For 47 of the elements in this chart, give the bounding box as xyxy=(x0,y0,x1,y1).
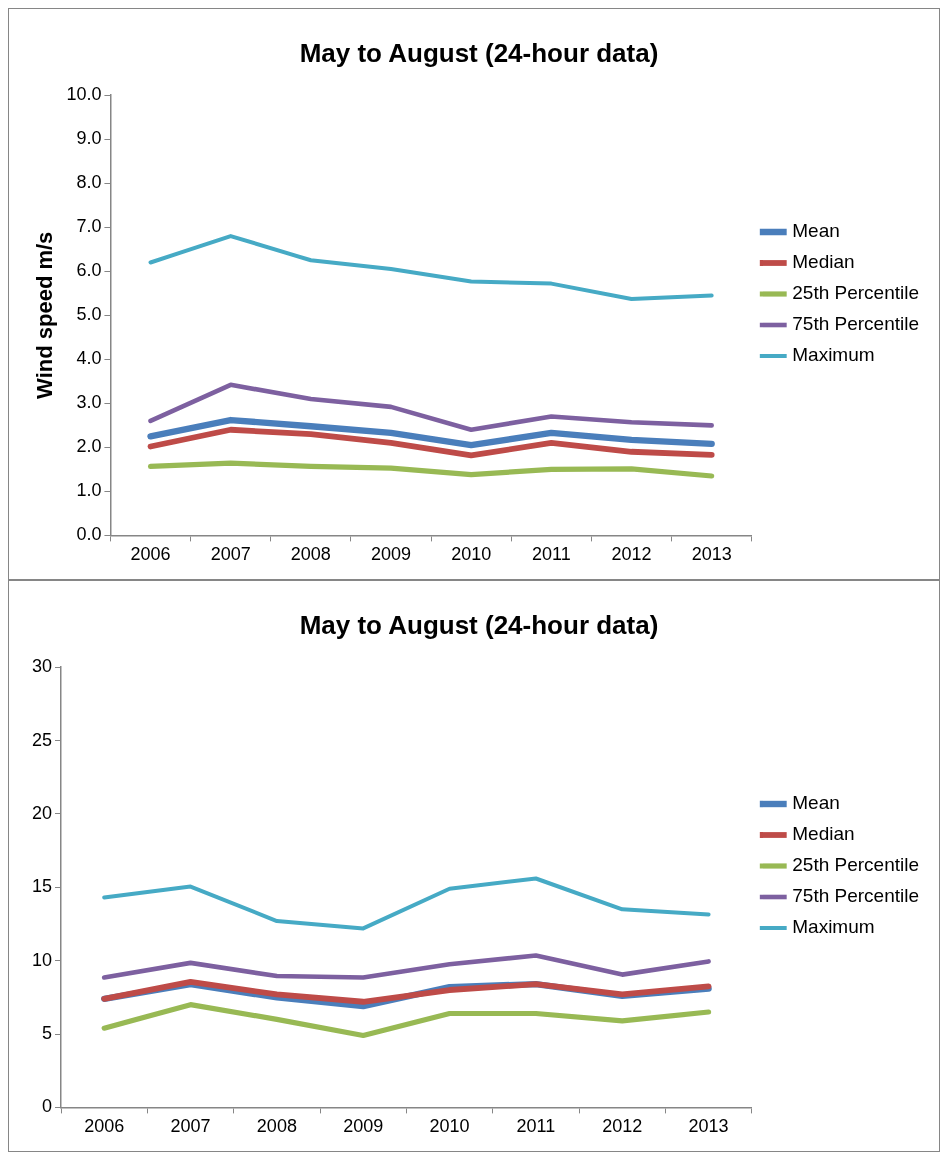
x-tick-label: 2008 xyxy=(290,544,331,565)
legend-label: Maximum xyxy=(792,344,875,366)
x-tick-label: 2007 xyxy=(170,1116,211,1137)
x-tick-label: 2012 xyxy=(611,544,652,565)
y-tick-label: 9.0 xyxy=(76,128,102,149)
x-tick-label: 2010 xyxy=(451,544,492,565)
y-tick-label: 25 xyxy=(31,729,53,750)
x-tick-label: 2012 xyxy=(602,1116,643,1137)
y-tick-label: 15 xyxy=(31,876,53,897)
y-tick-label: 5 xyxy=(42,1023,53,1043)
legend-label: 25th Percentile xyxy=(792,282,919,304)
x-tick-label: 2013 xyxy=(691,544,732,565)
x-tick-label: 2007 xyxy=(210,544,251,565)
x-tick-label: 2008 xyxy=(256,1116,297,1137)
y-tick-label: 30 xyxy=(31,656,53,677)
legend-label: Maximum xyxy=(792,916,875,938)
y-tick-label: 6.0 xyxy=(76,260,102,281)
y-tick-label: 5.0 xyxy=(76,304,102,325)
x-tick-label: 2011 xyxy=(516,1116,556,1137)
y-tick-label: 10.0 xyxy=(66,84,102,105)
y-tick-label: 0 xyxy=(42,1096,53,1117)
y-tick-label: 10 xyxy=(31,949,53,970)
y-tick-label: 1.0 xyxy=(76,480,102,501)
legend-label: 25th Percentile xyxy=(792,854,919,876)
chart-title: May to August (24-hour data) xyxy=(299,609,659,640)
x-tick-label: 2006 xyxy=(84,1116,125,1137)
legend-label: 75th Percentile xyxy=(792,313,919,335)
y-tick-label: 3.0 xyxy=(76,392,102,413)
x-tick-label: 2013 xyxy=(688,1116,729,1137)
y-tick-label: 7.0 xyxy=(76,216,102,237)
legend-label: Median xyxy=(792,823,855,845)
y-tick-label: 4.0 xyxy=(76,348,102,369)
chart-title: May to August (24-hour data) xyxy=(299,37,659,68)
legend-label: 75th Percentile xyxy=(792,885,919,907)
y-axis-title: Wind speed m/s xyxy=(32,231,58,399)
x-tick-label: 2009 xyxy=(370,544,412,565)
legend-label: Median xyxy=(792,251,855,273)
x-tick-label: 2006 xyxy=(130,544,171,565)
x-tick-label: 2009 xyxy=(343,1116,384,1137)
legend-label: Mean xyxy=(792,220,840,242)
y-tick-label: 8.0 xyxy=(76,172,102,193)
x-tick-label: 2010 xyxy=(429,1116,470,1137)
y-tick-label: 20 xyxy=(31,802,53,823)
y-tick-label: 2.0 xyxy=(76,436,102,457)
legend-label: Mean xyxy=(792,792,840,814)
y-tick-label: 0.0 xyxy=(76,524,102,545)
x-tick-label: 2011 xyxy=(531,544,571,565)
